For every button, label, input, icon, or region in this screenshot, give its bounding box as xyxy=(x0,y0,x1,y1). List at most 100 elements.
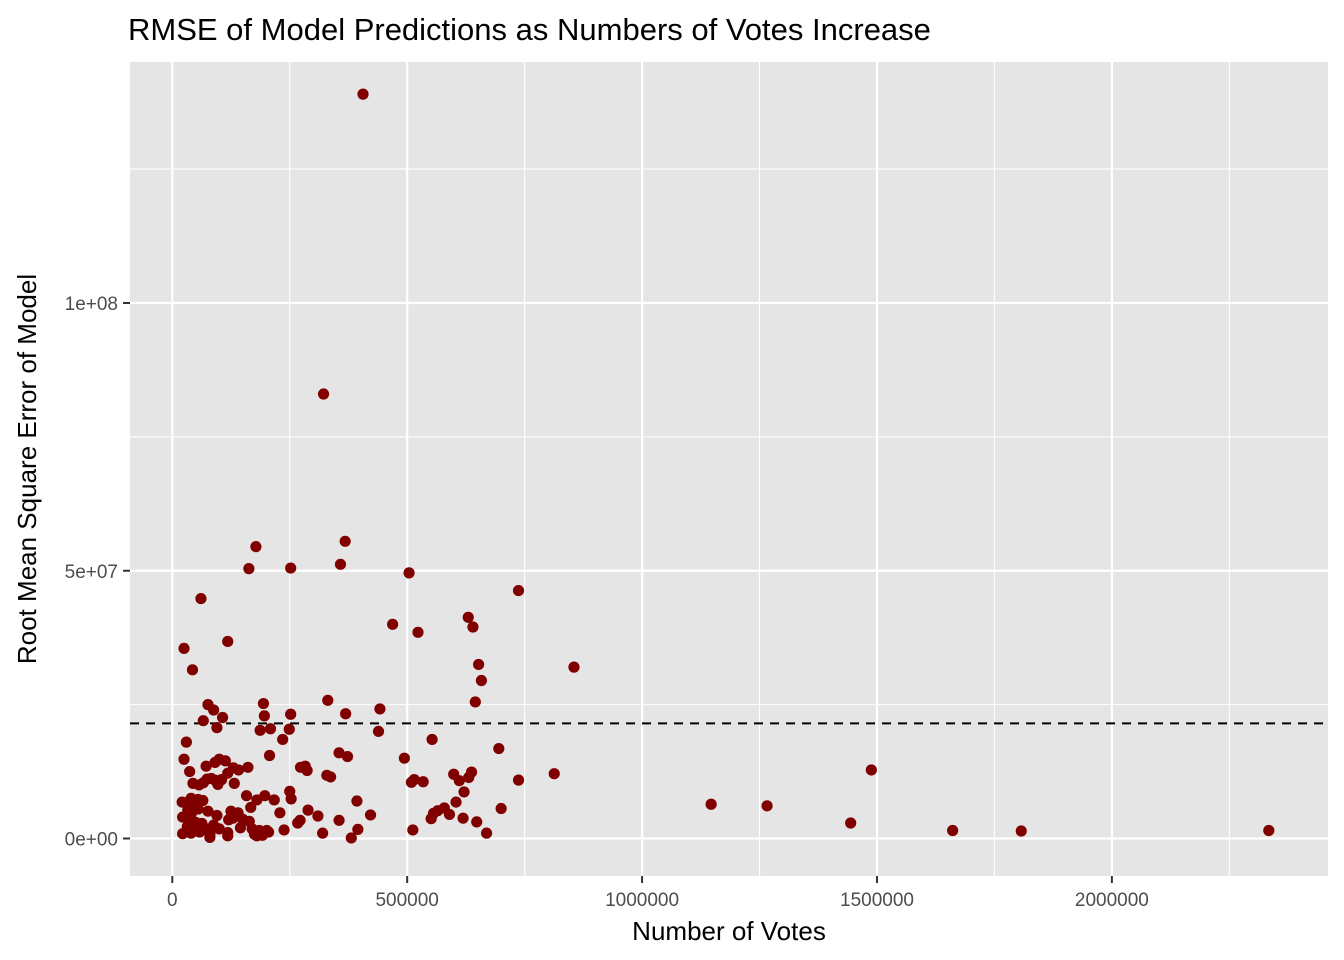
data-point xyxy=(387,618,399,630)
data-point xyxy=(512,774,525,786)
y-axis: 0e+00 5e+07 1e+08 xyxy=(65,294,130,851)
data-point xyxy=(458,786,470,798)
data-point xyxy=(184,765,196,778)
data-point xyxy=(195,592,207,605)
data-point xyxy=(352,823,364,836)
data-point xyxy=(374,703,386,715)
data-point xyxy=(262,826,275,838)
data-point xyxy=(257,697,270,710)
x-tick-label: 2000000 xyxy=(1075,890,1149,911)
data-point xyxy=(302,804,314,816)
data-point xyxy=(357,88,369,100)
data-point xyxy=(845,817,857,829)
data-point xyxy=(180,736,192,748)
data-point xyxy=(200,760,212,772)
data-point xyxy=(263,749,276,762)
data-point xyxy=(761,800,773,812)
data-point xyxy=(865,764,877,776)
data-point xyxy=(339,535,351,547)
x-tick-label: 500000 xyxy=(375,890,438,911)
data-point xyxy=(425,813,437,825)
data-point xyxy=(317,388,330,400)
data-point xyxy=(351,795,363,807)
data-point xyxy=(480,827,493,839)
data-point xyxy=(947,824,959,837)
x-tick-label: 1500000 xyxy=(840,890,914,911)
x-tick-label: 0 xyxy=(167,890,178,911)
data-point xyxy=(228,777,240,789)
data-point xyxy=(334,558,347,570)
data-point xyxy=(234,822,247,834)
data-point xyxy=(264,723,277,735)
data-point xyxy=(312,810,324,822)
data-point xyxy=(223,814,235,826)
plot-panel xyxy=(130,62,1328,876)
data-point xyxy=(254,724,266,736)
data-point xyxy=(364,809,377,821)
data-point xyxy=(193,826,206,838)
data-point xyxy=(274,807,286,819)
data-point xyxy=(1263,824,1275,837)
y-axis-title: Root Mean Square Error of Model xyxy=(12,274,42,664)
data-point xyxy=(232,764,245,776)
data-point xyxy=(178,753,190,765)
data-point xyxy=(185,827,197,839)
data-point xyxy=(268,794,280,806)
data-point xyxy=(407,824,419,836)
data-point xyxy=(278,824,290,836)
x-axis-title: Number of Votes xyxy=(632,916,826,946)
data-point xyxy=(216,711,229,724)
data-point xyxy=(245,801,257,814)
data-point xyxy=(412,626,424,638)
data-point xyxy=(222,635,234,648)
data-point xyxy=(250,541,262,553)
data-point xyxy=(462,611,474,623)
data-point xyxy=(405,776,418,788)
data-point xyxy=(212,778,224,791)
data-point xyxy=(251,794,263,806)
x-axis: 0 500000 1000000 1500000 2000000 xyxy=(167,876,1149,911)
data-point xyxy=(333,747,345,759)
data-point xyxy=(283,723,295,735)
data-point xyxy=(450,796,462,808)
data-point xyxy=(443,808,456,821)
x-tick-label: 1000000 xyxy=(605,890,679,911)
data-point xyxy=(285,562,297,574)
data-point xyxy=(568,661,580,673)
data-point xyxy=(325,771,337,783)
data-point xyxy=(426,733,438,746)
minor-gridlines xyxy=(130,62,1328,876)
y-tick-label: 1e+08 xyxy=(65,294,118,315)
data-point xyxy=(372,725,385,738)
data-point xyxy=(277,733,289,746)
data-point xyxy=(243,563,255,575)
y-tick-label: 5e+07 xyxy=(65,562,118,583)
data-point xyxy=(469,696,481,708)
data-point xyxy=(211,722,223,734)
data-point xyxy=(209,756,221,769)
data-point xyxy=(495,802,507,815)
data-point xyxy=(197,715,209,727)
data-point xyxy=(193,779,205,791)
y-tick-label: 0e+00 xyxy=(65,830,118,851)
data-point xyxy=(453,775,465,787)
data-point xyxy=(471,816,483,828)
data-point xyxy=(202,805,214,817)
data-point xyxy=(258,710,270,722)
data-point xyxy=(208,704,220,716)
data-point xyxy=(322,694,334,706)
data-point xyxy=(211,809,223,822)
data-point xyxy=(240,790,253,802)
data-point xyxy=(178,642,190,655)
data-point xyxy=(213,823,225,835)
data-point xyxy=(705,798,717,810)
data-point xyxy=(333,814,345,826)
data-point xyxy=(242,761,254,773)
data-point xyxy=(285,793,297,805)
data-point xyxy=(463,771,475,784)
data-point xyxy=(186,664,199,676)
data-point xyxy=(417,776,429,788)
data-point xyxy=(475,674,488,687)
data-point xyxy=(548,768,560,780)
